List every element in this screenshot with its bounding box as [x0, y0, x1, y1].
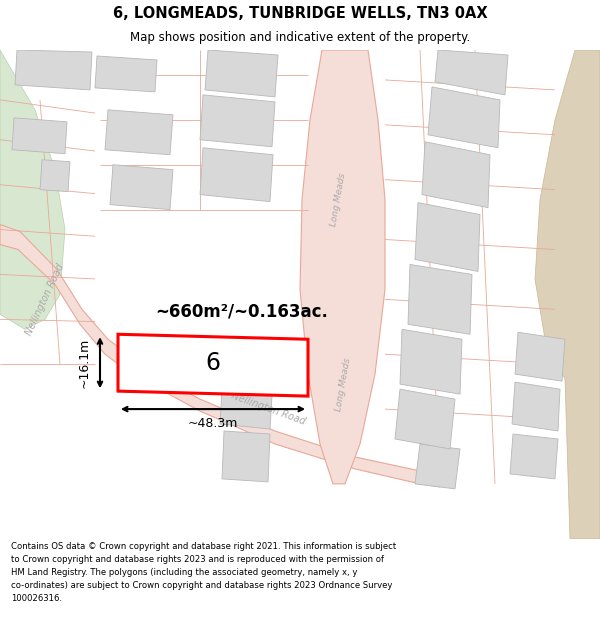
Text: Map shows position and indicative extent of the property.: Map shows position and indicative extent…: [130, 31, 470, 44]
Polygon shape: [512, 382, 560, 431]
Text: Nellington Road: Nellington Road: [230, 391, 307, 427]
Polygon shape: [110, 165, 173, 209]
Text: ~48.3m: ~48.3m: [188, 416, 238, 429]
Text: Nellington Road: Nellington Road: [24, 262, 66, 337]
Polygon shape: [95, 56, 157, 92]
Polygon shape: [118, 334, 308, 396]
Polygon shape: [0, 50, 65, 329]
Polygon shape: [12, 118, 67, 154]
Polygon shape: [300, 50, 385, 484]
Polygon shape: [415, 444, 460, 489]
Text: ~16.1m: ~16.1m: [77, 338, 91, 388]
Polygon shape: [435, 50, 508, 95]
Text: 6: 6: [205, 351, 221, 375]
Polygon shape: [535, 50, 600, 539]
Polygon shape: [0, 224, 140, 374]
Polygon shape: [428, 87, 500, 148]
Polygon shape: [400, 329, 462, 394]
Polygon shape: [422, 142, 490, 208]
Polygon shape: [15, 50, 92, 90]
Polygon shape: [408, 264, 472, 334]
Text: ~660m²/~0.163ac.: ~660m²/~0.163ac.: [155, 302, 328, 321]
Polygon shape: [220, 374, 273, 429]
Polygon shape: [515, 332, 565, 381]
Text: 6, LONGMEADS, TUNBRIDGE WELLS, TN3 0AX: 6, LONGMEADS, TUNBRIDGE WELLS, TN3 0AX: [113, 6, 487, 21]
Polygon shape: [40, 160, 70, 192]
Polygon shape: [200, 95, 275, 147]
Polygon shape: [105, 110, 173, 155]
Polygon shape: [510, 434, 558, 479]
Polygon shape: [395, 389, 455, 449]
Text: Long Meads: Long Meads: [334, 357, 352, 412]
Polygon shape: [135, 369, 298, 394]
Polygon shape: [205, 50, 278, 97]
Polygon shape: [415, 202, 480, 271]
Polygon shape: [200, 148, 273, 202]
Polygon shape: [222, 431, 270, 482]
Text: Contains OS data © Crown copyright and database right 2021. This information is : Contains OS data © Crown copyright and d…: [11, 542, 396, 602]
Polygon shape: [135, 361, 442, 487]
Text: Long Meads: Long Meads: [329, 172, 347, 227]
